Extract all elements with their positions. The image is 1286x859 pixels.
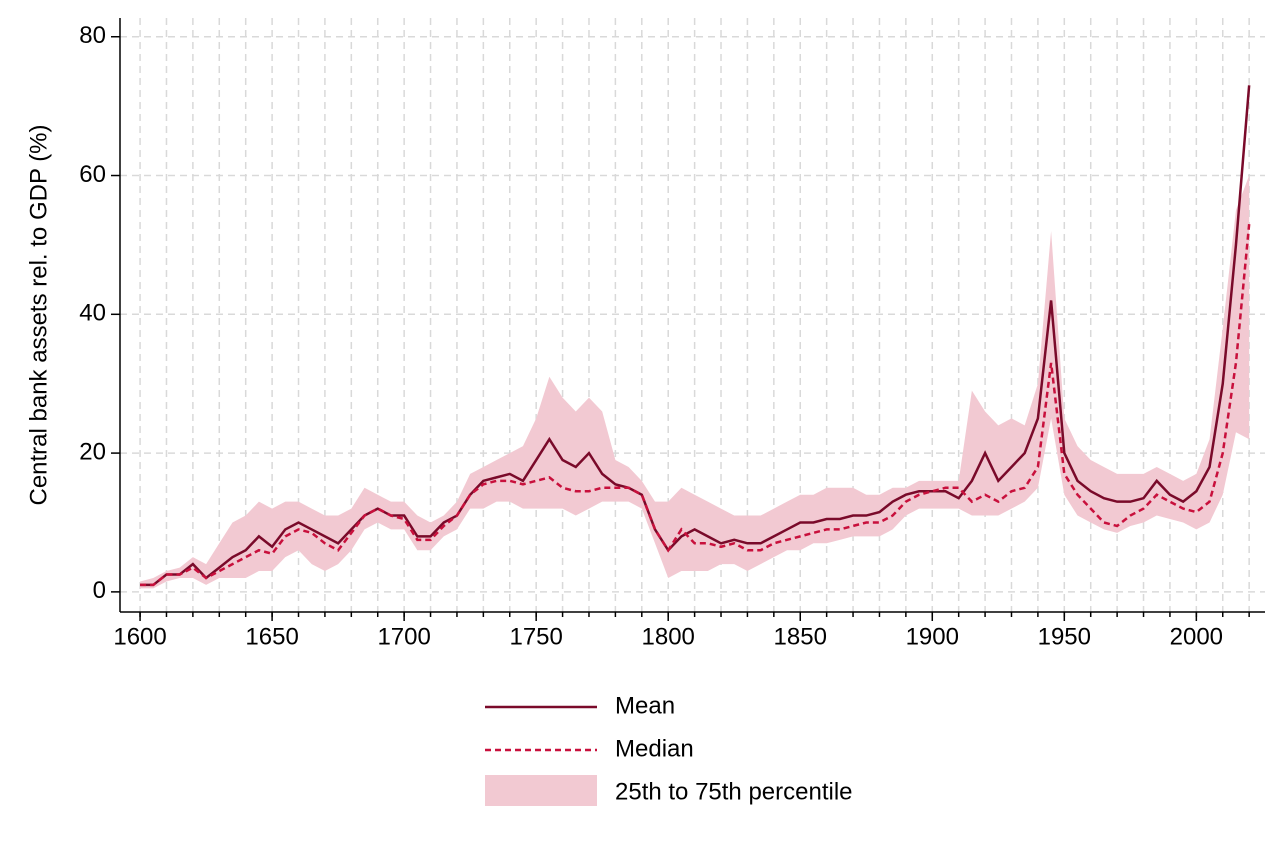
y-tick-label: 60 [79, 161, 106, 188]
legend-swatch [485, 775, 597, 806]
legend-label: Median [615, 735, 694, 762]
series-line [140, 85, 1251, 587]
x-tick-label: 1950 [1038, 623, 1091, 650]
y-tick-label: 20 [79, 438, 106, 465]
x-tick-label: 1700 [377, 623, 430, 650]
x-tick-label: 1650 [245, 623, 298, 650]
y-tick-label: 0 [93, 577, 106, 604]
percentile-band [140, 175, 1250, 589]
x-tick-label: 1900 [906, 623, 959, 650]
y-axis-label: Central bank assets rel. to GDP (%) [25, 124, 52, 505]
x-tick-label: 1850 [774, 623, 827, 650]
y-tick-label: 40 [79, 300, 106, 327]
x-tick-label: 2000 [1170, 623, 1223, 650]
legend-label: 25th to 75th percentile [615, 778, 853, 805]
series-line [140, 223, 1251, 587]
x-tick-label: 1600 [113, 623, 166, 650]
x-tick-label: 1750 [509, 623, 562, 650]
x-tick-label: 1800 [642, 623, 695, 650]
y-tick-label: 80 [79, 22, 106, 49]
legend-label: Mean [615, 692, 675, 719]
